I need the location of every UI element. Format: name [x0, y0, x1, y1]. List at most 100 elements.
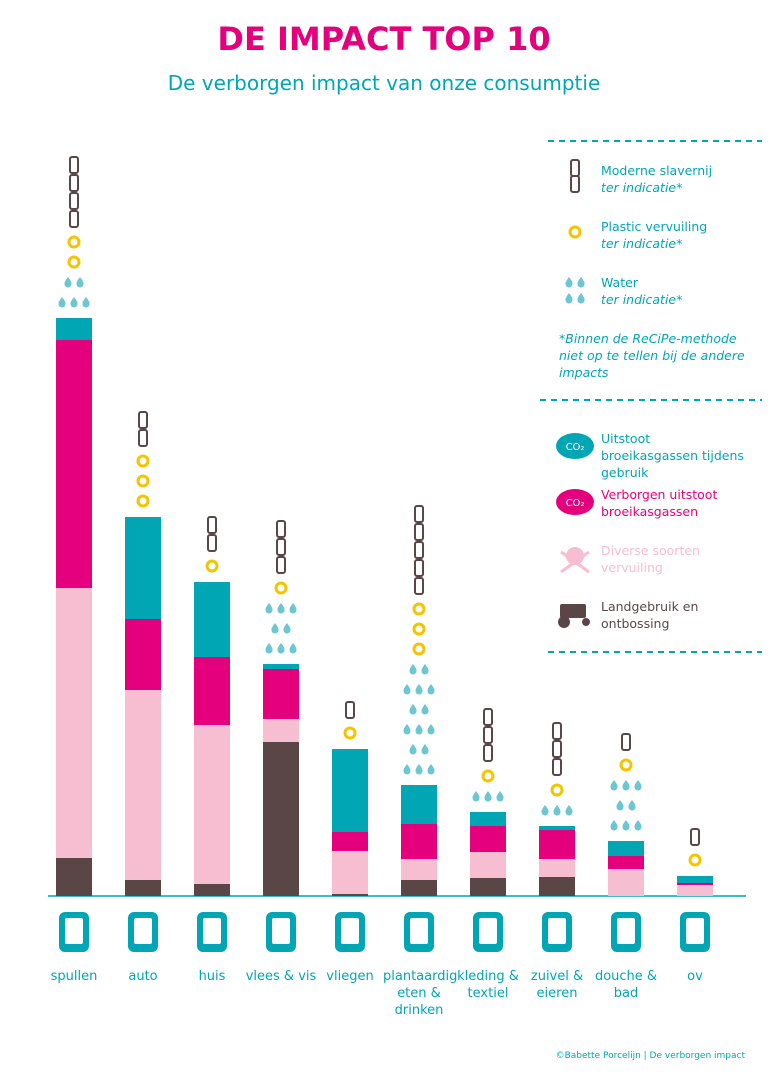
cloud-label: CO₂ — [566, 498, 585, 509]
legend-swatch: CO₂ — [556, 433, 594, 459]
drop — [577, 277, 585, 288]
chain-unit — [483, 726, 493, 744]
ring — [136, 454, 150, 468]
plastic-ring — [412, 622, 426, 636]
chain-unit — [483, 708, 493, 726]
ring — [412, 642, 426, 656]
bar-segment — [56, 858, 92, 896]
legend-swatch — [558, 604, 590, 628]
chain-link — [207, 516, 217, 534]
chain-link — [138, 429, 148, 447]
drop — [421, 664, 429, 675]
chain-link — [414, 523, 424, 541]
bar-segment — [539, 830, 575, 859]
plastic-ring — [688, 853, 702, 867]
bar-segment — [401, 785, 437, 824]
ring — [67, 255, 81, 269]
category-icon-detail — [686, 918, 704, 944]
chain-link — [414, 505, 424, 523]
plastic-ring — [343, 726, 357, 740]
chain-unit — [345, 701, 355, 719]
legend-label: Verborgen uitstoot broeikasgassen — [601, 487, 718, 519]
ring — [343, 726, 357, 740]
category-label: huis — [198, 969, 226, 984]
legend-label: Water — [601, 275, 638, 290]
chain-link — [345, 701, 355, 719]
drop — [577, 293, 585, 304]
chain-link — [69, 210, 79, 228]
legend-note: ter indicatie* — [601, 180, 683, 195]
chain-unit — [414, 523, 424, 541]
ring — [481, 769, 495, 783]
ring — [688, 853, 702, 867]
drop — [415, 764, 423, 775]
bar-segment — [470, 852, 506, 878]
cloud-label: CO₂ — [566, 442, 585, 453]
category-label: auto — [128, 969, 158, 984]
chain-link — [414, 577, 424, 595]
cloud — [556, 433, 594, 459]
drop — [403, 764, 411, 775]
bar-segment — [56, 588, 92, 858]
chain-link — [483, 708, 493, 726]
category-label: zuivel & eieren — [530, 969, 584, 1001]
chain-unit — [552, 740, 562, 758]
drop — [415, 724, 423, 735]
ring — [205, 559, 219, 573]
bar-segment — [401, 824, 437, 859]
chain-unit — [138, 429, 148, 447]
chain-link — [69, 156, 79, 174]
ring — [550, 783, 564, 797]
plastic-ring — [67, 255, 81, 269]
drop — [565, 293, 573, 304]
drop — [484, 791, 492, 802]
drop — [58, 297, 66, 308]
bar-segment — [194, 884, 230, 896]
drop — [565, 805, 573, 816]
chain-unit — [138, 411, 148, 429]
chain-unit — [69, 174, 79, 192]
plastic-ring — [136, 494, 150, 508]
chain-unit — [207, 516, 217, 534]
chain-link — [552, 740, 562, 758]
drop — [496, 791, 504, 802]
chain-link — [483, 744, 493, 762]
chain-unit — [276, 538, 286, 556]
bar-segment — [332, 749, 368, 832]
tractor — [560, 604, 586, 618]
bar-segment — [263, 742, 299, 896]
water-row — [403, 764, 435, 775]
category-label: vliegen — [326, 969, 374, 984]
chain-unit — [552, 722, 562, 740]
bar-segment — [401, 859, 437, 880]
category-icon-detail — [203, 918, 221, 944]
bar-segment — [401, 880, 437, 896]
bar-segment — [125, 517, 161, 619]
chain-link — [276, 520, 286, 538]
category-icon-detail — [272, 918, 290, 944]
drop — [409, 664, 417, 675]
water-row — [610, 820, 642, 831]
bar-segment — [125, 880, 161, 896]
chain-unit — [690, 828, 700, 846]
chain-link — [552, 722, 562, 740]
category-label: ov — [687, 969, 703, 984]
category-icon-detail — [479, 918, 497, 944]
drop — [415, 684, 423, 695]
bar-segment — [125, 619, 161, 690]
chain-link — [552, 758, 562, 776]
drop — [277, 603, 285, 614]
legend-swatch — [560, 547, 590, 574]
bar-segment — [677, 885, 713, 896]
legend-label: Plastic vervuiling — [601, 219, 708, 234]
drop — [265, 603, 273, 614]
bar-segment — [470, 878, 506, 896]
legend-icon — [568, 225, 582, 239]
drop — [427, 724, 435, 735]
footnote: *Binnen de ReCiPe-methode niet op te tel… — [559, 331, 745, 380]
chain-unit — [69, 210, 79, 228]
drop — [70, 297, 78, 308]
chain-link — [207, 534, 217, 552]
bar-segment — [56, 318, 92, 340]
legend-label: Landgebruik en ontbossing — [601, 599, 699, 631]
